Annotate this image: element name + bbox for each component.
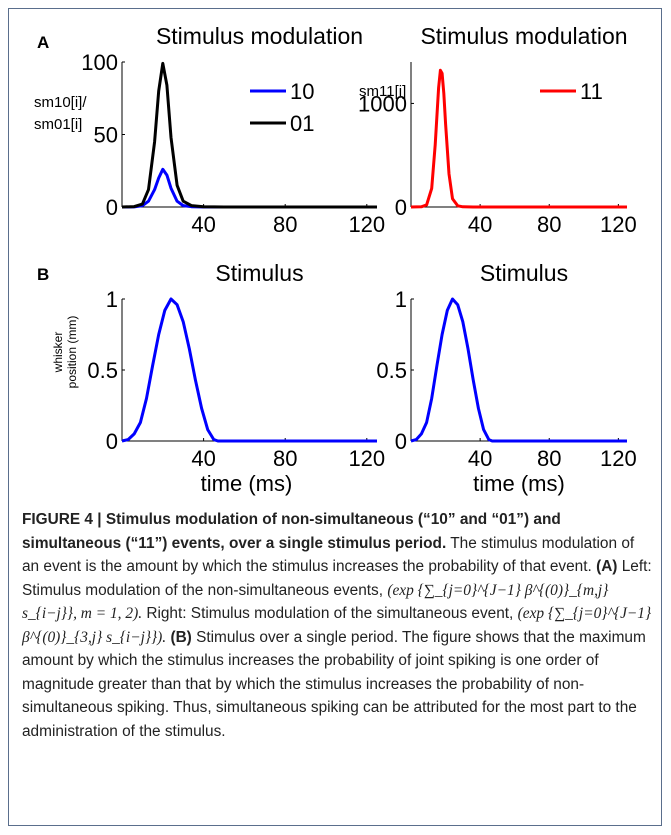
y-tick-label: 0.5 (87, 358, 118, 383)
caption-part-a-left: Left: Stimulus modulation of the non-sim… (22, 558, 652, 599)
y-tick-label: 0 (395, 429, 407, 454)
chart-title: Stimulus (215, 260, 303, 286)
x-axis-label: time (ms) (201, 471, 293, 496)
x-tick-label: 40 (468, 212, 492, 237)
x-tick-label: 120 (348, 446, 385, 471)
x-tick-label: 40 (191, 212, 215, 237)
x-tick-label: 80 (273, 212, 297, 237)
chart-title: Stimulus (480, 260, 568, 286)
caption-formula-left: (exp {∑_{j=0}^{J−1} β^{(0)}_{m,j} s_{i−j… (22, 581, 609, 623)
y-axis-label: position (mm) (65, 316, 79, 389)
y-tick-label: 50 (94, 123, 118, 148)
series-line (410, 297, 627, 443)
y-tick-label: 0 (106, 429, 118, 454)
caption-part-b: Stimulus over a single period. The figur… (22, 628, 646, 740)
x-tick-label: 40 (191, 446, 215, 471)
caption-intro: The stimulus modulation of an event is t… (22, 534, 635, 576)
y-tick-label: 1 (106, 287, 118, 312)
legend-label: 10 (290, 79, 314, 104)
chart-title: Stimulus modulation (420, 23, 627, 49)
y-tick-label: 1 (395, 287, 407, 312)
caption-figure-label: FIGURE 4 | Stimulus modulation of non-si… (22, 511, 561, 552)
x-tick-label: 40 (468, 446, 492, 471)
y-tick-label: 0 (395, 195, 407, 220)
y-tick-label: 0 (106, 195, 118, 220)
y-axis-label: sm11[i] (359, 83, 406, 100)
y-tick-label: 0.5 (376, 358, 407, 383)
y-axis-label: sm01[i] (34, 116, 82, 133)
caption-part-a-right: Right: Stimulus modulation of the simult… (146, 605, 514, 622)
figure-frame (8, 8, 662, 826)
x-tick-label: 80 (537, 446, 561, 471)
x-tick-label: 120 (600, 446, 637, 471)
x-tick-label: 120 (348, 212, 385, 237)
x-tick-label: 80 (273, 446, 297, 471)
panel-label-a: A (37, 33, 49, 52)
figure-caption: FIGURE 4 | Stimulus modulation of non-si… (22, 508, 652, 743)
y-axis-label: sm10[i]/ (34, 94, 87, 111)
series-line (121, 297, 377, 443)
y-axis-label: whisker (51, 332, 65, 374)
legend-label: 01 (290, 111, 314, 136)
y-tick-label: 1000 (358, 91, 407, 116)
x-tick-label: 80 (537, 212, 561, 237)
caption-formula-right: (exp {∑_{j=0}^{J−1} β^{(0)}_{3,j} s_{i−j… (22, 605, 652, 646)
x-tick-label: 120 (600, 212, 637, 237)
x-axis-label: time (ms) (473, 471, 565, 496)
y-tick-label: 100 (81, 50, 118, 75)
caption-part-b-label: (B) (170, 628, 192, 646)
series-line (121, 167, 377, 209)
legend-label: 11 (580, 79, 603, 104)
panel-label-b: B (37, 265, 49, 284)
series-line (121, 61, 377, 209)
series-line (410, 68, 627, 209)
chart-title: Stimulus modulation (156, 23, 363, 49)
caption-part-a-label: (A) (596, 558, 618, 575)
